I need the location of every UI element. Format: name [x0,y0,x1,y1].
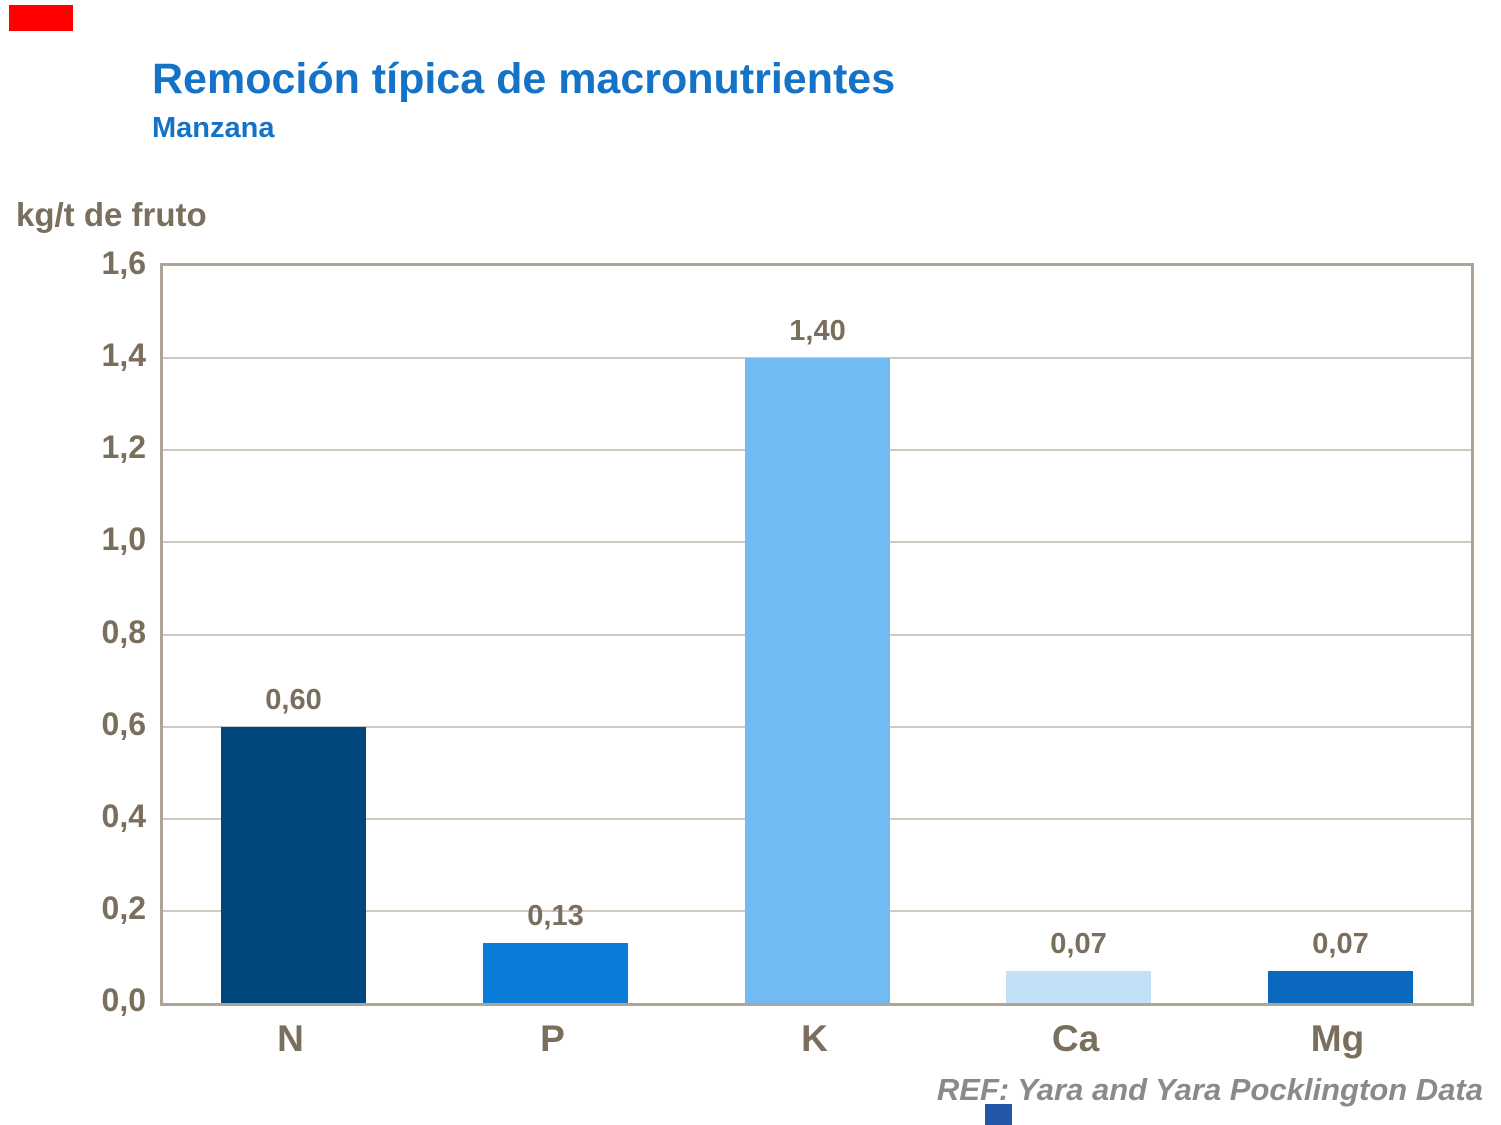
y-tick-label: 0,6 [101,705,146,742]
bar-K [745,358,890,1003]
y-tick-label: 1,0 [101,521,146,558]
y-tick-label: 1,2 [101,429,146,466]
chart-title: Remoción típica de macronutrientes [152,55,896,103]
chart-subtitle: Manzana [152,112,275,144]
x-axis-label: N [277,1018,304,1059]
bar-value-label: 0,07 [1312,928,1369,960]
red-accent-mark [9,5,73,31]
x-axis-label: K [801,1018,828,1059]
y-tick-label: 0,0 [101,982,146,1018]
bar-N [221,727,366,1003]
bar-value-label: 0,07 [1050,928,1107,960]
y-tick-label: 0,2 [101,889,146,926]
bar-Ca [1006,971,1151,1003]
blue-accent-mark [985,1104,1012,1125]
y-axis-unit-label: kg/t de fruto [16,196,207,233]
y-tick-label: 1,6 [101,245,146,281]
bar-value-label: 0,60 [265,684,322,716]
x-axis-label: P [540,1018,565,1059]
source-reference: REF: Yara and Yara Pocklington Data [936,1072,1483,1107]
y-tick-label: 0,8 [101,613,146,650]
x-axis-label: Ca [1051,1018,1100,1059]
plot-area: 0,60 0,13 1,40 0,07 0,07 [160,263,1474,1006]
bar-Mg [1268,971,1413,1003]
y-tick-label: 1,4 [101,337,146,374]
x-axis-label: Mg [1310,1018,1365,1059]
bar-value-label: 1,40 [789,315,846,347]
bar-P [483,943,628,1003]
y-tick-label: 0,4 [101,797,146,834]
bar-value-label: 0,13 [527,900,584,932]
